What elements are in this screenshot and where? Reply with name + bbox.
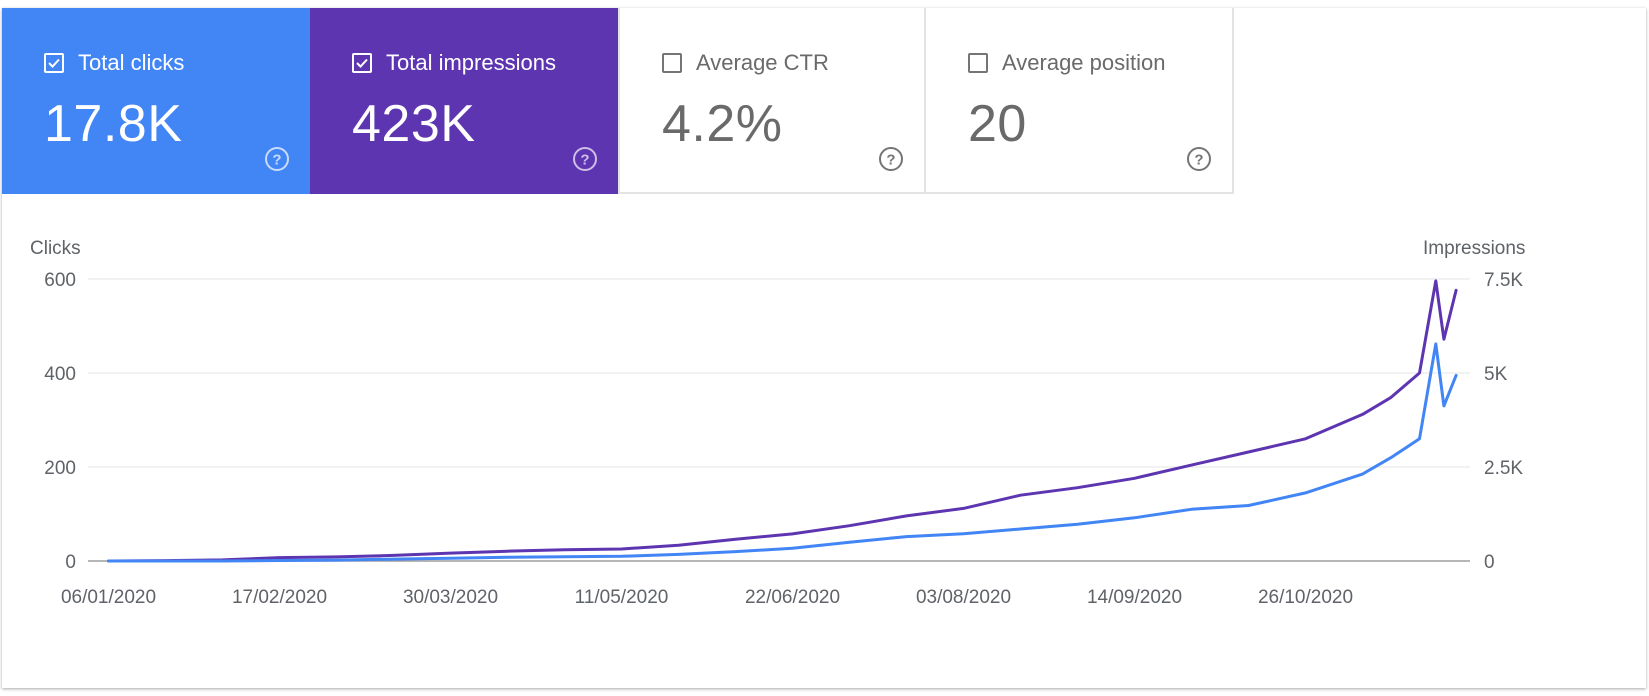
metric-tiles: Total clicks 17.8K ? Total impressions 4… [2, 8, 1234, 194]
svg-text:?: ? [886, 152, 895, 169]
metric-value: 17.8K [44, 95, 183, 153]
checkbox-unchecked-icon[interactable] [968, 53, 988, 73]
y-left-tick-label: 0 [65, 552, 76, 573]
metric-label: Average CTR [696, 50, 829, 75]
y-right-tick-label: 5K [1484, 364, 1508, 385]
x-tick-label: 03/08/2020 [916, 587, 1011, 608]
metric-tile-total-clicks[interactable]: Total clicks 17.8K ? [2, 8, 310, 194]
help-icon[interactable]: ? [264, 146, 290, 172]
checkbox-unchecked-icon[interactable] [662, 53, 682, 73]
svg-text:?: ? [580, 152, 589, 169]
x-tick-label: 17/02/2020 [232, 587, 327, 608]
x-tick-label: 22/06/2020 [745, 587, 840, 608]
help-icon[interactable]: ? [878, 146, 904, 172]
metric-value: 423K [352, 95, 476, 153]
performance-card: Total clicks 17.8K ? Total impressions 4… [2, 8, 1646, 688]
help-icon[interactable]: ? [572, 146, 598, 172]
metric-value: 4.2% [662, 95, 783, 153]
svg-text:?: ? [1194, 152, 1203, 169]
x-tick-label: 06/01/2020 [61, 587, 156, 608]
metric-label: Total clicks [78, 50, 185, 75]
x-tick-label: 11/05/2020 [575, 587, 669, 608]
svg-text:?: ? [272, 152, 281, 169]
y-left-tick-label: 400 [44, 364, 76, 385]
y-axis-left-title: Clicks [30, 238, 81, 259]
checkbox-checked-icon[interactable] [44, 53, 64, 73]
x-tick-label: 26/10/2020 [1258, 587, 1353, 608]
y-left-tick-label: 600 [44, 270, 76, 291]
series-line-total-impressions [107, 279, 1458, 563]
metric-value: 20 [968, 95, 1027, 153]
metric-tile-total-impressions[interactable]: Total impressions 423K ? [310, 8, 618, 194]
series-line-total-clicks [107, 342, 1458, 563]
y-axis-right-title: Impressions [1423, 238, 1526, 259]
metric-label: Average position [1002, 50, 1166, 75]
y-right-tick-label: 2.5K [1484, 458, 1523, 479]
y-right-tick-label: 0 [1484, 552, 1495, 573]
checkbox-checked-icon[interactable] [352, 53, 372, 73]
help-icon[interactable]: ? [1186, 146, 1212, 172]
metric-tile-average-ctr[interactable]: Average CTR 4.2% ? [618, 8, 926, 194]
x-tick-label: 30/03/2020 [403, 587, 498, 608]
y-right-tick-label: 7.5K [1484, 270, 1523, 291]
x-tick-label: 14/09/2020 [1087, 587, 1182, 608]
metric-tile-average-position[interactable]: Average position 20 ? [926, 8, 1234, 194]
metric-label: Total impressions [386, 50, 556, 75]
y-left-tick-label: 200 [44, 458, 76, 479]
